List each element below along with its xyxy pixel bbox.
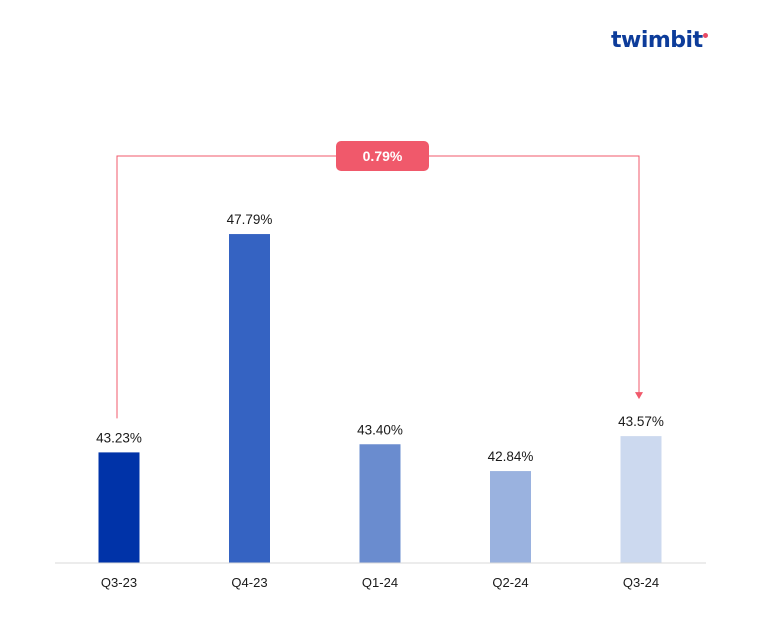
value-label-q4-23: 47.79% — [227, 212, 273, 227]
bar-q4-23 — [229, 234, 270, 563]
x-tick-q2-24: Q2-24 — [492, 575, 528, 590]
value-label-q3-23: 43.23% — [96, 430, 142, 445]
logo-text: twimbit — [611, 28, 703, 53]
x-tick-q3-23: Q3-23 — [101, 575, 137, 590]
labels-layer: 43.23% Q3-23 47.79% Q4-23 43.40% Q1-24 42.84% Q… — [96, 212, 664, 590]
twimbit-logo: twimbit — [611, 28, 708, 53]
x-tick-q1-24: Q1-24 — [362, 575, 398, 590]
change-badge — [336, 141, 429, 171]
bar-q1-24 — [359, 444, 401, 563]
change-badge-label: 0.79% — [363, 148, 403, 164]
value-label-q3-24: 43.57% — [618, 414, 664, 429]
bar-q3-23 — [98, 452, 140, 563]
annotation-bracket-line — [116, 155, 640, 419]
change-annotation: 0.79% — [116, 141, 643, 419]
logo-dot — [702, 33, 708, 38]
bars-layer — [98, 234, 662, 563]
bar-q2-24 — [490, 471, 531, 563]
annotation-arrowhead — [635, 392, 643, 400]
value-label-q2-24: 42.84% — [488, 449, 534, 464]
bar-q3-24 — [620, 436, 662, 563]
x-tick-q4-23: Q4-23 — [231, 575, 267, 590]
x-tick-q3-24: Q3-24 — [623, 575, 659, 590]
value-label-q1-24: 43.40% — [357, 422, 403, 437]
